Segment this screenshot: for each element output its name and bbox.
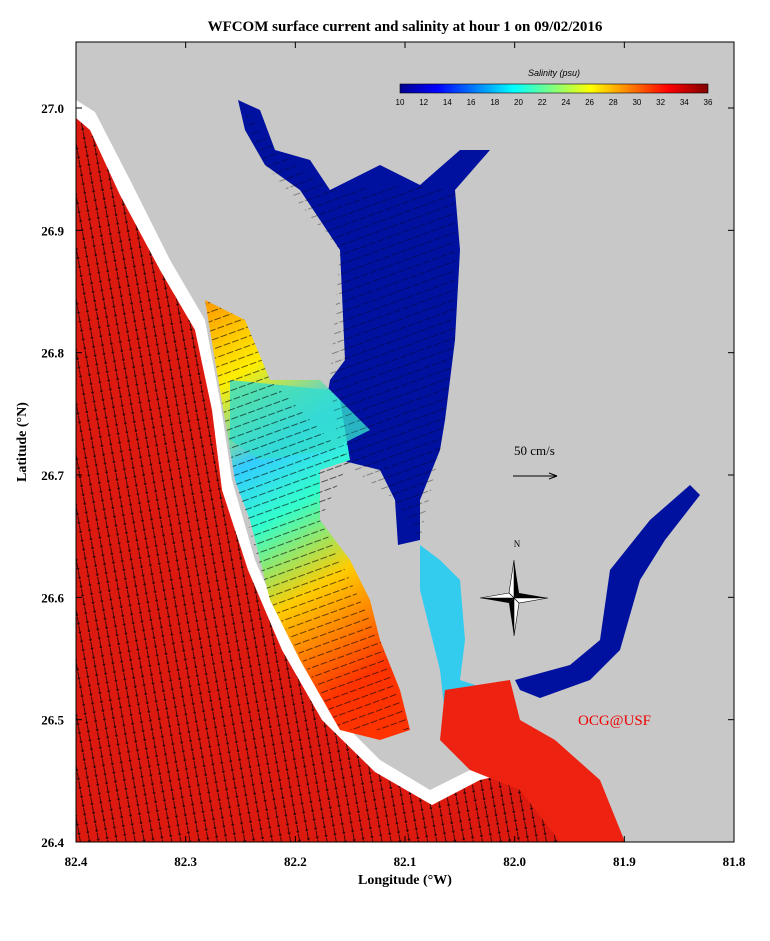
x-tick-label: 82.4 xyxy=(65,854,88,869)
x-tick-label: 82.0 xyxy=(503,854,526,869)
colorbar-tick-label: 24 xyxy=(561,98,570,107)
credit: OCG@USF xyxy=(578,713,651,729)
colorbar-tick-label: 20 xyxy=(514,98,523,107)
colorbar-tick-label: 16 xyxy=(467,98,476,107)
y-tick-label: 26.7 xyxy=(41,468,64,483)
river-east-water xyxy=(515,485,700,698)
north-label: N xyxy=(514,539,521,549)
colorbar-tick-label: 32 xyxy=(656,98,665,107)
colorbar-tick-label: 12 xyxy=(419,98,428,107)
x-tick-label: 82.2 xyxy=(284,854,307,869)
y-tick-label: 26.8 xyxy=(41,346,64,361)
y-tick-label: 26.5 xyxy=(41,713,64,728)
colorbar-tick-label: 18 xyxy=(490,98,499,107)
y-tick-label: 26.4 xyxy=(41,835,64,850)
colorbar xyxy=(399,83,709,94)
colorbar-tick-label: 34 xyxy=(680,98,689,107)
colorbar-tick-label: 30 xyxy=(632,98,641,107)
colorbar-tick-label: 10 xyxy=(396,98,405,107)
y-axis-label: Latitude (°N) xyxy=(15,402,30,482)
y-tick-label: 26.9 xyxy=(41,223,64,238)
colorbar-tick-label: 22 xyxy=(538,98,547,107)
colorbar-title: Salinity (psu) xyxy=(528,68,580,78)
caloosahatchee-water xyxy=(420,545,500,720)
colorbar-tick-label: 26 xyxy=(585,98,594,107)
current-vectors xyxy=(76,118,622,842)
colorbar-tick-label: 28 xyxy=(609,98,618,107)
y-tick-label: 27.0 xyxy=(41,101,64,116)
x-tick-label: 82.3 xyxy=(174,854,197,869)
colorbar-tick-label: 36 xyxy=(704,98,713,107)
river-vectors xyxy=(238,100,455,540)
x-axis-label: Longitude (°W) xyxy=(358,873,452,888)
compass xyxy=(479,559,549,637)
scale-arrow-head xyxy=(548,472,558,480)
scale-label: 50 cm/s xyxy=(514,443,555,458)
y-tick-label: 26.6 xyxy=(41,590,64,605)
harbor-vectors xyxy=(205,300,410,730)
x-tick-label: 81.9 xyxy=(613,854,636,869)
title: WFCOM surface current and salinity at ho… xyxy=(208,19,603,35)
colorbar-tick-label: 14 xyxy=(443,98,452,107)
x-tick-label: 82.1 xyxy=(394,854,417,869)
estero-water xyxy=(440,680,625,842)
map-area xyxy=(76,42,734,842)
x-tick-label: 81.8 xyxy=(723,854,746,869)
